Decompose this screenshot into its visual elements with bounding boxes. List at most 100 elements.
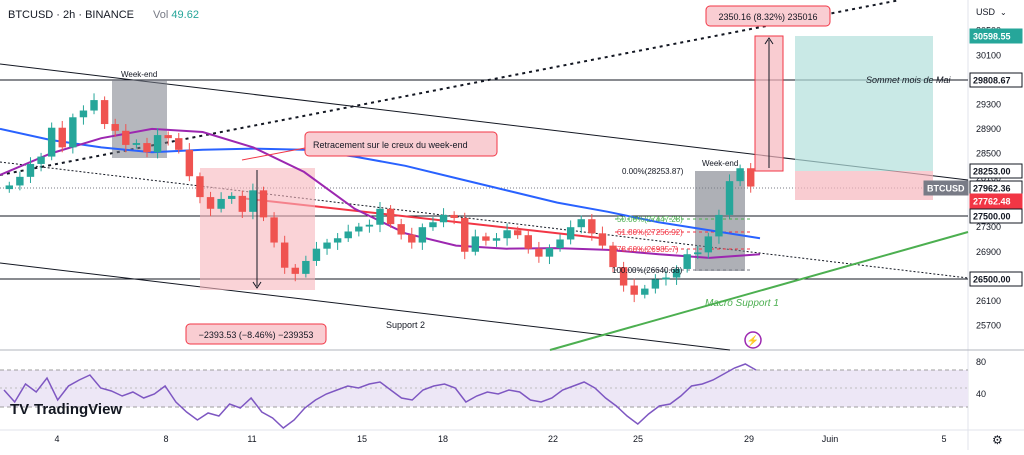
candle-body: [206, 197, 215, 209]
channel-lower: [0, 262, 731, 351]
price-badge-level-27500: [969, 208, 1023, 224]
fib-label-618: 61.80%(27256.92): [617, 228, 683, 237]
candle-body: [535, 248, 543, 257]
candle-body: [545, 248, 554, 257]
candle-body: [365, 224, 374, 227]
fib-label-50: 50.00%(27447.28): [617, 215, 683, 224]
retracement-callout-box: [304, 131, 498, 157]
candle-body: [524, 235, 532, 249]
weekend-label-right: Week-end: [702, 159, 738, 168]
currency-chevron-icon[interactable]: ⌄: [1000, 8, 1007, 17]
sommet-label: Sommet mois de Mai: [866, 75, 952, 85]
time-tick: 15: [357, 434, 367, 444]
price-tick: 28900: [976, 124, 1001, 134]
gain-arrowhead: [764, 37, 774, 45]
vol-value: 49.62: [171, 9, 199, 21]
candle-body: [69, 117, 77, 148]
price-badge-text-stop-loss: 27762.48: [973, 197, 1011, 207]
candle-body: [746, 168, 755, 187]
candle-body: [249, 190, 257, 212]
candle-body: [651, 279, 660, 289]
candle-body: [164, 135, 172, 139]
price-tick: 28500: [976, 149, 1001, 159]
candle-body: [238, 195, 247, 212]
rsi-tick-40: 40: [976, 389, 986, 399]
candle-body: [609, 245, 617, 268]
candle-body: [418, 227, 427, 243]
candle-body: [122, 130, 130, 145]
price-tick: 25700: [976, 320, 1001, 330]
candle-body: [217, 198, 225, 209]
chart-header: BTCUSD · 2h · BINANCE Vol 49.62: [8, 9, 199, 21]
price-badge-text-sommet: 29808.67: [973, 76, 1011, 86]
fib-label-100: 100.00%(26640.68): [612, 266, 683, 275]
candle-body: [492, 238, 501, 241]
settings-gear-icon[interactable]: ⚙: [992, 433, 1003, 447]
time-tick: 4: [54, 434, 59, 444]
time-tick: 8: [163, 434, 168, 444]
macro-support-label: Macro Support 1: [705, 298, 779, 309]
fib-label-786: 78.60%(26985.7): [617, 245, 679, 254]
time-tick: 29: [744, 434, 754, 444]
tradingview-logo-icon: TV: [10, 401, 29, 418]
price-tick: 30100: [976, 50, 1001, 60]
candle-body: [662, 277, 670, 280]
price-tick: 29300: [976, 99, 1001, 109]
drawdown-arrowhead: [252, 281, 262, 289]
stop-zone: [795, 171, 933, 200]
time-tick: 11: [247, 434, 256, 444]
candle-body: [302, 260, 310, 274]
channel-mid: [0, 161, 969, 279]
candle-body: [641, 288, 649, 295]
rsi-tick-80: 80: [976, 357, 986, 367]
candle-body: [90, 100, 98, 111]
price-tick: 26100: [976, 296, 1001, 306]
time-tick: 22: [548, 434, 558, 444]
candle-body: [429, 222, 437, 228]
candle-body: [513, 230, 522, 236]
candle-body: [312, 248, 321, 261]
rsi-line: [3, 363, 757, 429]
candle-body: [5, 185, 14, 190]
price-tick: 26900: [976, 247, 1001, 257]
symbol: BTCUSD: [8, 9, 53, 21]
price-badge-text-last-price: 27962.36: [973, 184, 1011, 194]
candle-body: [694, 252, 702, 255]
candle-body: [111, 124, 119, 131]
candle-body: [577, 219, 585, 228]
candle-body: [450, 214, 458, 218]
candle-body: [143, 143, 151, 153]
candle-body: [386, 208, 395, 225]
ema-blue-line: [0, 127, 761, 240]
candle-body: [672, 268, 681, 278]
candle-body: [259, 190, 268, 218]
candle-body: [439, 214, 448, 223]
candle-body: [196, 176, 204, 198]
candle-body: [132, 143, 141, 145]
candle-body: [344, 231, 352, 239]
drawdown-label: −2393.53 (−8.46%) −239353: [199, 330, 314, 340]
vol-label: Vol: [153, 9, 168, 21]
exchange: BINANCE: [85, 9, 134, 21]
price-badge-take-profit: [969, 28, 1023, 44]
lightning-glyph: ⚡: [747, 334, 759, 347]
candle-body: [16, 176, 24, 186]
time-tick: 18: [438, 434, 448, 444]
retracement-callout: Retracement sur le creux du week-end: [313, 140, 468, 150]
interval: 2h: [63, 9, 75, 21]
candle-body: [175, 138, 183, 150]
price-badge-text-take-profit: 30598.55: [973, 32, 1011, 42]
candle-body: [355, 226, 363, 232]
lightning-icon[interactable]: [744, 331, 762, 349]
price-badge-stop-loss: [969, 193, 1023, 209]
candle-body: [397, 224, 405, 235]
price-badge-text-level-27500: 27500.00: [973, 212, 1011, 222]
time-tick: 5: [941, 434, 946, 444]
candle-body: [185, 149, 194, 177]
candle-body: [333, 238, 342, 243]
candle-body: [683, 254, 691, 269]
currency-label[interactable]: USD: [976, 7, 996, 17]
macro-support-line: [549, 231, 969, 351]
candle-body: [725, 181, 734, 215]
